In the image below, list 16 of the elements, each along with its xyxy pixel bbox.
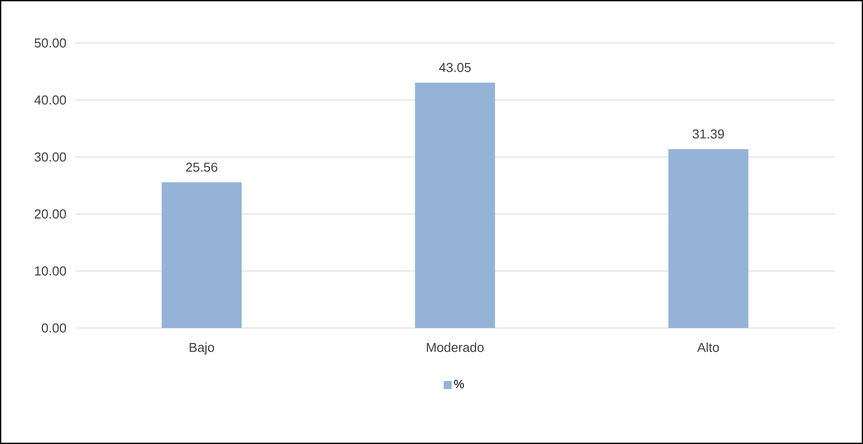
y-tick-label: 50.00 (34, 38, 66, 48)
x-tick-label: Moderado (426, 342, 484, 352)
bar (162, 182, 242, 328)
data-label: 43.05 (439, 62, 471, 72)
y-tick-label: 30.00 (34, 152, 66, 162)
bar (668, 149, 748, 328)
x-tick-label: Alto (697, 342, 719, 352)
y-tick-label: 0.00 (42, 323, 66, 333)
data-label: 25.56 (186, 162, 218, 172)
data-label: 31.39 (692, 129, 724, 139)
x-tick-label: Bajo (190, 342, 214, 355)
bar (415, 82, 496, 328)
y-tick-label: 10.00 (35, 266, 66, 276)
legend-label: % (454, 380, 464, 388)
y-tick-label: 20.00 (34, 209, 66, 219)
y-tick-label: 40.00 (34, 95, 66, 105)
